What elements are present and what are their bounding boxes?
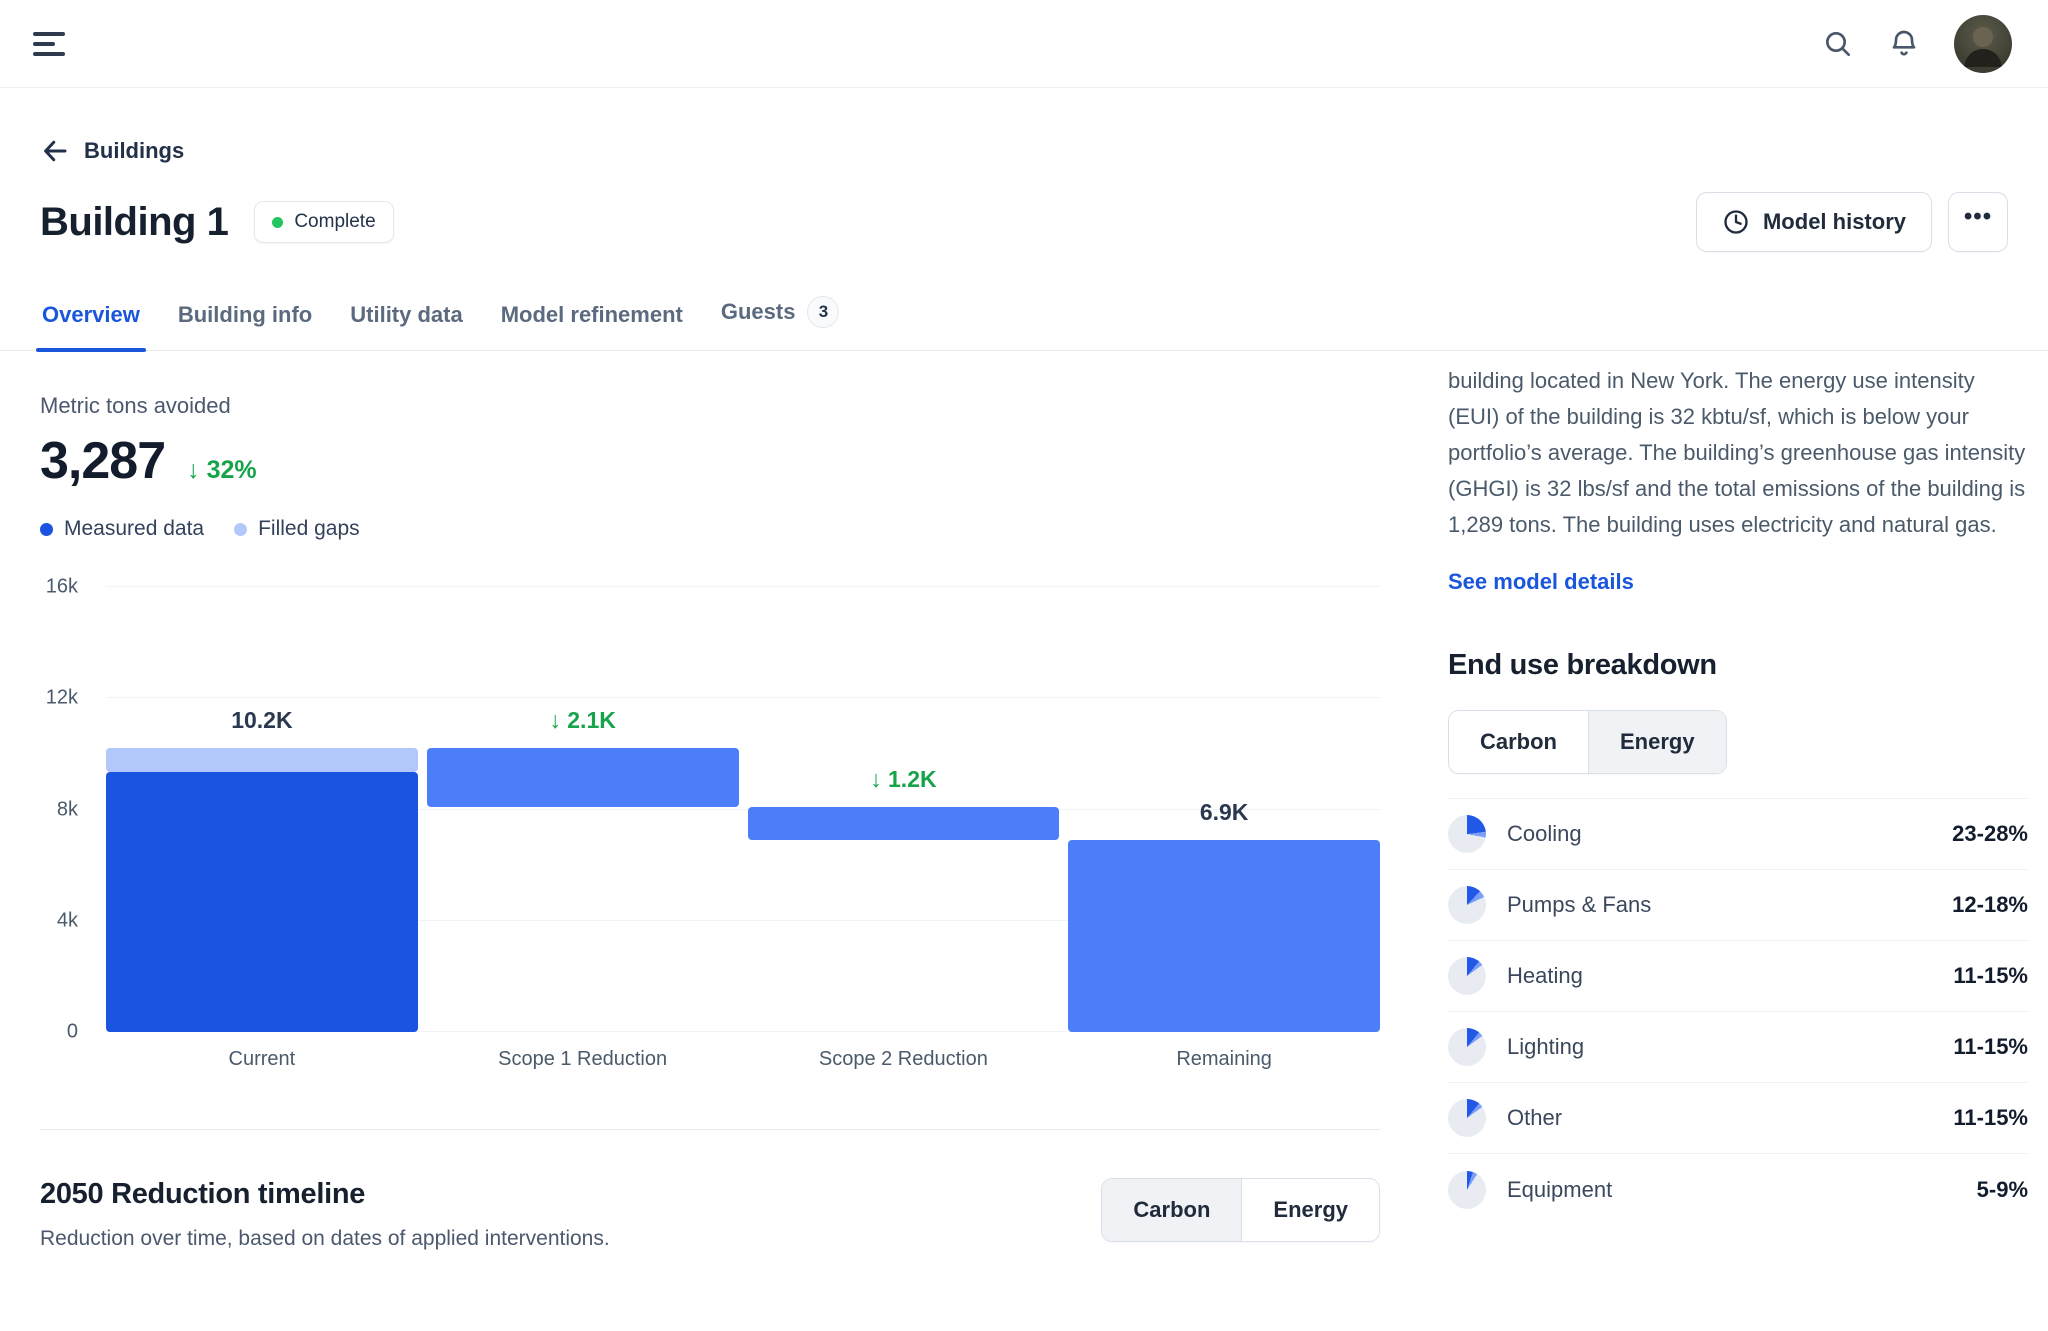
model-history-label: Model history	[1762, 209, 1906, 234]
topbar-actions	[1822, 14, 2012, 73]
breadcrumb-label: Buildings	[84, 138, 185, 163]
end-use-list: Cooling 23-28% Pumps & Fans 12-18% Heati…	[1448, 798, 2028, 1225]
pumps-fans-pie-icon	[1448, 886, 1486, 924]
y-tick-label: 12k	[45, 686, 78, 709]
end-use-row-cooling: Cooling 23-28%	[1448, 799, 2028, 870]
cooling-pie-icon	[1448, 815, 1486, 853]
timeline-section-title: 2050 Reduction timeline	[40, 1178, 366, 1210]
arrow-down-icon: ↓	[187, 456, 200, 484]
bar-value-label: ↓ 1.2K	[870, 765, 937, 792]
y-gridline: 12k	[46, 687, 1380, 709]
guests-count-badge: 3	[807, 296, 840, 328]
tab-building-info[interactable]: Building info	[176, 302, 314, 350]
metric-value: 3,287	[40, 432, 166, 490]
page: Buildings Building 1 Complete Model hist…	[0, 136, 2048, 1251]
y-tick-label: 16k	[45, 575, 78, 598]
overview-right-column: building located in New York. The energy…	[1448, 351, 2028, 1225]
x-axis-label: Current	[228, 1048, 296, 1070]
waterfall-bar-group: 10.2K	[106, 587, 418, 1032]
chart-legend: Measured data Filled gaps	[40, 517, 1380, 541]
measured-dot-icon	[40, 522, 53, 536]
hamburger-menu-icon[interactable]	[33, 24, 73, 64]
legend-item-measured: Measured data	[40, 517, 204, 541]
waterfall-xlabels: Current Scope 1 Reduction Scope 2 Reductio…	[106, 1048, 1380, 1071]
waterfall-bar-group: ↓ 2.1K	[426, 587, 739, 1032]
end-use-row-other: Other 11-15%	[1448, 1083, 2028, 1154]
metric-delta: ↓ 32%	[187, 456, 257, 484]
search-icon[interactable]	[1822, 28, 1854, 60]
status-badge: Complete	[254, 201, 394, 243]
end-use-row-equipment: Equipment 5-9%	[1448, 1154, 2028, 1225]
more-actions-button[interactable]: •••	[1948, 192, 2008, 252]
tab-overview[interactable]: Overview	[36, 302, 146, 352]
end-use-row-pumps-fans: Pumps & Fans 12-18%	[1448, 870, 2028, 941]
y-tick-label: 4k	[56, 909, 78, 932]
heating-pie-icon	[1448, 957, 1486, 995]
bell-icon[interactable]	[1888, 28, 1920, 60]
end-use-toggle-carbon[interactable]: Carbon	[1449, 711, 1588, 773]
bar-value-label: 10.2K	[231, 707, 293, 734]
see-model-details-link[interactable]: See model details	[1448, 569, 1634, 594]
y-gridline: 4k	[57, 909, 1380, 931]
bar-value-label: 6.9K	[1199, 799, 1249, 826]
waterfall-bar-segment	[106, 748, 418, 772]
equipment-pie-icon	[1448, 1170, 1486, 1209]
x-axis-label: Remaining	[1176, 1048, 1272, 1070]
tab-bar: Overview Building info Utility data Mode…	[0, 296, 2048, 352]
ellipsis-icon: •••	[1963, 203, 1993, 230]
end-use-breakdown-title: End use breakdown	[1448, 649, 1717, 681]
timeline-toggle-carbon[interactable]: Carbon	[1102, 1179, 1242, 1241]
waterfall-bar-segment	[1068, 840, 1380, 1032]
y-gridline: 16k	[46, 576, 1380, 598]
clock-icon	[1724, 210, 1748, 234]
bar-value-label: ↓ 2.1K	[549, 707, 616, 734]
timeline-toggle-energy[interactable]: Energy	[1241, 1179, 1379, 1241]
top-bar	[0, 0, 2048, 88]
user-avatar[interactable]	[1954, 14, 2012, 73]
waterfall-bar-group: 6.9K	[1068, 587, 1380, 1032]
model-history-button[interactable]: Model history	[1695, 192, 1932, 252]
tab-model-refinement[interactable]: Model refinement	[499, 302, 685, 350]
timeline-section-subtitle: Reduction over time, based on dates of a…	[40, 1227, 610, 1250]
page-title: Building 1	[40, 199, 229, 244]
waterfall-bar-group: ↓ 1.2K	[747, 587, 1060, 1032]
legend-item-filled: Filled gaps	[234, 517, 360, 541]
model-summary-text: building located in New York. The energy…	[1448, 368, 2026, 537]
arrow-left-icon	[44, 140, 67, 162]
section-divider	[40, 1129, 1380, 1130]
waterfall-bars: 10.2K ↓ 2.1K ↓ 1.2K 6.9K	[106, 587, 1380, 1032]
waterfall-bar-segment	[106, 771, 418, 1032]
y-gridline: 0	[67, 1021, 1380, 1043]
overview-left-column: Metric tons avoided 3,287 ↓ 32% Measured…	[40, 351, 1380, 1251]
filled-dot-icon	[234, 522, 248, 536]
x-axis-label: Scope 1 Reduction	[498, 1048, 668, 1070]
end-use-row-lighting: Lighting 11-15%	[1448, 1012, 2028, 1083]
metric-title: Metric tons avoided	[40, 393, 231, 418]
end-use-toggle-energy[interactable]: Energy	[1588, 711, 1726, 773]
tab-utility-data[interactable]: Utility data	[348, 302, 464, 350]
waterfall-chart: 0 4k 8k 12k 16k 10.2K ↓ 2.1K ↓ 1.2K 6.9K Current…	[40, 576, 1380, 1071]
timeline-carbon-energy-toggle: Carbon Energy	[1101, 1178, 1380, 1242]
waterfall-bar-segment	[747, 806, 1060, 841]
y-gridline: 8k	[57, 798, 1380, 820]
end-use-row-heating: Heating 11-15%	[1448, 941, 2028, 1012]
breadcrumb-back-buildings[interactable]: Buildings	[40, 136, 184, 166]
other-pie-icon	[1448, 1099, 1486, 1137]
end-use-carbon-energy-toggle: Carbon Energy	[1448, 710, 1727, 774]
x-axis-label: Scope 2 Reduction	[818, 1048, 988, 1070]
waterfall-bar-segment	[426, 748, 739, 807]
lighting-pie-icon	[1448, 1028, 1486, 1066]
status-badge-label: Complete	[294, 211, 376, 232]
waterfall-plot: 0 4k 8k 12k 16k 10.2K ↓ 2.1K ↓ 1.2K 6.9K	[46, 576, 1380, 1043]
y-tick-label: 0	[66, 1020, 78, 1043]
timeline-section-header: 2050 Reduction timeline Reduction over t…	[40, 1178, 1380, 1251]
status-dot-icon	[272, 216, 284, 228]
y-tick-label: 8k	[56, 798, 78, 820]
title-row: Building 1 Complete Model history •••	[40, 192, 2008, 252]
tab-guests[interactable]: Guests 3	[719, 296, 842, 350]
